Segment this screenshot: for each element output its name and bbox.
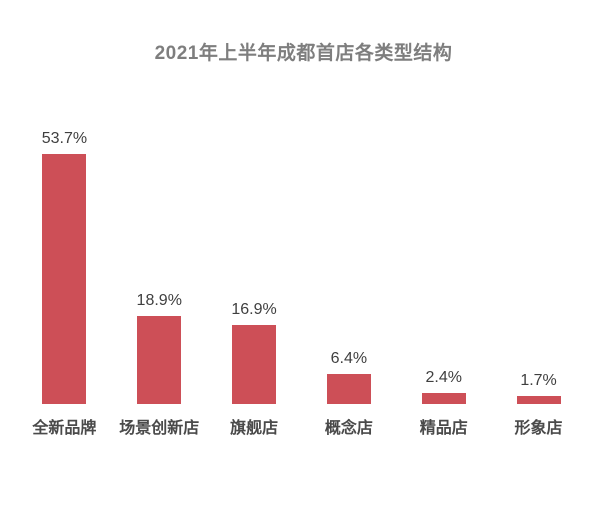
bar: [137, 316, 182, 404]
bar: [232, 325, 277, 404]
category-label: 场景创新店: [119, 420, 200, 437]
bar-value-label: 53.7%: [41, 130, 88, 147]
bar-value-label: 2.4%: [425, 369, 462, 386]
plot-area: 53.7% 18.9% 16.9% 6.4% 2.4% 1.7%: [17, 130, 586, 404]
bar-value-label: 6.4%: [330, 350, 368, 367]
bar: [42, 154, 87, 404]
category-label: 概念店: [324, 420, 373, 437]
category-labels-row: 全新品牌 场景创新店 旗舰店 概念店 精品店 形象店: [17, 414, 586, 438]
bar-slot: 1.7%: [491, 130, 586, 404]
bar-slot: 18.9%: [112, 130, 207, 404]
bar-slot: 6.4%: [301, 130, 396, 404]
bar-value-label: 1.7%: [520, 372, 557, 389]
bar-slot: 16.9%: [207, 130, 302, 404]
category-label: 形象店: [514, 420, 563, 437]
category-label: 旗舰店: [230, 420, 279, 437]
bar: [326, 374, 371, 404]
bar-value-label: 16.9%: [231, 301, 277, 318]
bar-slot: 53.7%: [17, 130, 112, 404]
category-label: 精品店: [419, 420, 468, 437]
chart-title: 2021年上半年成都首店各类型结构: [154, 43, 453, 64]
bar: [516, 396, 561, 404]
bar-value-label: 18.9%: [136, 292, 182, 309]
bar: [421, 393, 466, 404]
bars-row: 53.7% 18.9% 16.9% 6.4% 2.4% 1.7%: [17, 130, 586, 404]
category-label: 全新品牌: [32, 420, 97, 437]
bar-slot: 2.4%: [396, 130, 491, 404]
